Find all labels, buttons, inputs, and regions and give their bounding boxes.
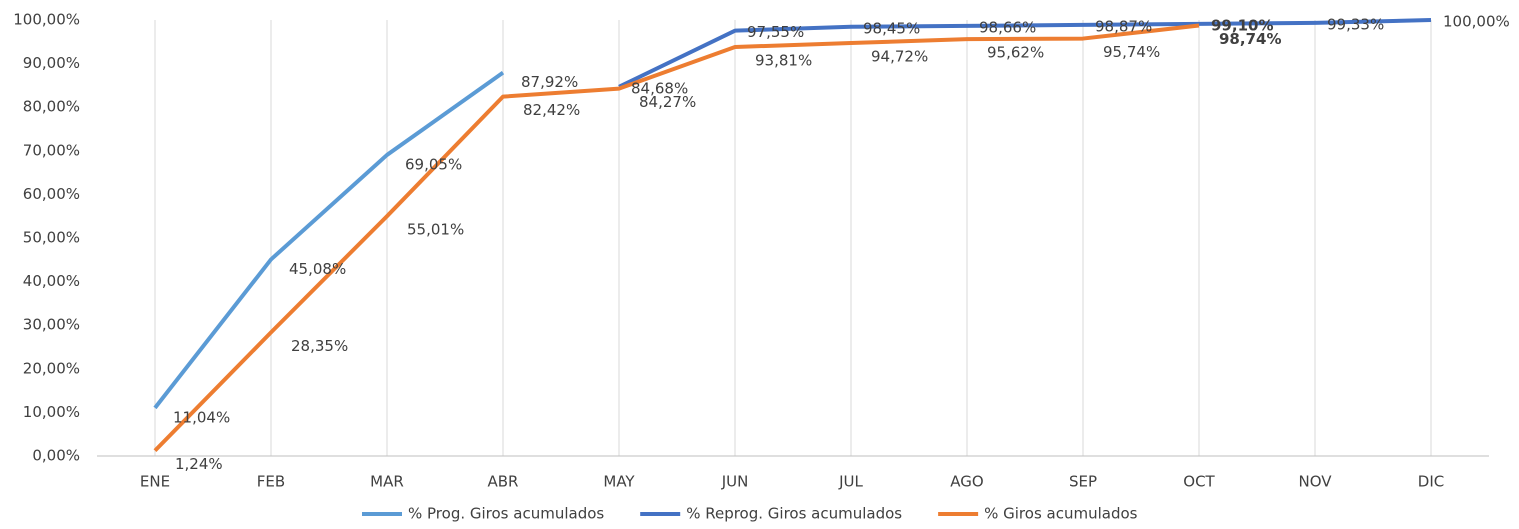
legend-label: % Prog. Giros acumulados [408, 505, 604, 523]
y-tick-label: 20,00% [23, 359, 80, 377]
data-label: 97,55% [747, 23, 804, 41]
data-label: 11,04% [173, 408, 230, 426]
y-tick-label: 90,00% [23, 54, 80, 72]
data-label: 100,00% [1443, 13, 1510, 31]
data-label: 1,24% [175, 455, 223, 473]
y-tick-label: 30,00% [23, 316, 80, 334]
data-label: 95,62% [987, 44, 1044, 62]
y-tick-label: 0,00% [32, 447, 80, 465]
x-tick-label: JUL [838, 473, 863, 491]
data-label: 95,74% [1103, 43, 1160, 61]
x-tick-label: JUN [721, 473, 749, 491]
data-label: 84,68% [631, 79, 688, 97]
series-line [618, 18, 1432, 89]
data-label: 84,27% [639, 93, 696, 111]
legend-label: % Giros acumulados [984, 505, 1138, 523]
x-tick-label: MAR [370, 473, 404, 491]
y-tick-label: 70,00% [23, 141, 80, 159]
data-label: 82,42% [523, 101, 580, 119]
data-label: 99,33% [1327, 15, 1384, 33]
x-tick-label: NOV [1298, 473, 1332, 491]
data-label: 69,05% [405, 155, 462, 173]
data-label: 99,10% [1211, 16, 1273, 34]
x-tick-label: AGO [950, 473, 983, 491]
series-line [153, 23, 1200, 452]
y-tick-label: 80,00% [23, 98, 80, 116]
x-tick-label: MAY [603, 473, 635, 491]
y-tick-label: 100,00% [13, 11, 80, 29]
x-tick-label: ABR [488, 473, 519, 491]
x-tick-label: FEB [257, 473, 285, 491]
data-label: 94,72% [871, 48, 928, 66]
y-tick-label: 40,00% [23, 272, 80, 290]
data-label: 98,45% [863, 19, 920, 37]
y-tick-label: 50,00% [23, 229, 80, 247]
series-line [153, 71, 505, 410]
x-tick-label: OCT [1183, 473, 1215, 491]
data-label: 55,01% [407, 221, 464, 239]
data-label: 98,66% [979, 18, 1036, 36]
x-tick-label: ENE [140, 473, 170, 491]
data-label: 45,08% [289, 260, 346, 278]
data-label: 87,92% [521, 73, 578, 91]
x-tick-label: DIC [1418, 473, 1444, 491]
data-label: 93,81% [755, 51, 812, 69]
data-label: 98,87% [1095, 17, 1152, 35]
y-tick-label: 60,00% [23, 185, 80, 203]
data-label: 98,74% [1219, 30, 1281, 48]
x-tick-label: SEP [1069, 473, 1097, 491]
legend-label: % Reprog. Giros acumulados [686, 505, 902, 523]
y-tick-label: 10,00% [23, 403, 80, 421]
data-label: 28,35% [291, 337, 348, 355]
